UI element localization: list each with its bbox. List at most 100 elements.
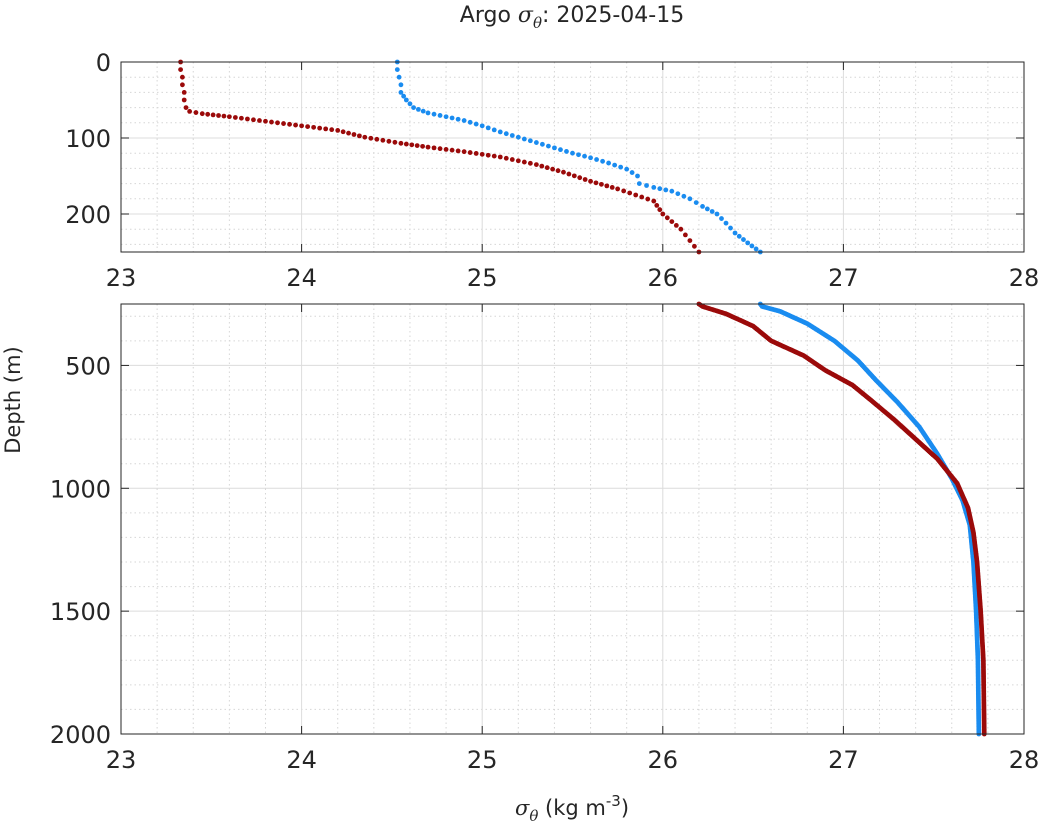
series-1-point	[594, 157, 599, 162]
series-1-point	[411, 105, 416, 110]
series-1-point	[663, 187, 669, 193]
series-2-point	[356, 133, 362, 139]
series-2-point	[473, 151, 479, 156]
series-2-point	[275, 120, 280, 126]
series-1-point	[527, 138, 533, 144]
series-2-point	[627, 190, 633, 196]
series-2-point	[299, 123, 304, 129]
series-1-point	[407, 101, 413, 107]
series-2-point	[414, 143, 420, 149]
xlabel-subscript: θ	[529, 807, 538, 825]
series-2-point	[287, 121, 292, 127]
series-2-point	[687, 238, 693, 244]
series-2-point	[571, 173, 577, 179]
series-1-point	[515, 134, 521, 140]
series-2-point	[521, 159, 527, 165]
series-2-point	[239, 115, 244, 121]
series-1-point	[636, 181, 642, 187]
x-tick-label: 24	[286, 264, 317, 292]
series-1-point	[675, 191, 681, 197]
series-2-point	[293, 122, 298, 128]
series-1-point	[394, 67, 400, 72]
series-1-point	[600, 158, 605, 164]
series-2-point	[178, 67, 183, 72]
series-2-point	[431, 145, 437, 151]
series-2-point	[311, 124, 317, 130]
series-2-point	[398, 140, 404, 146]
lower-plot-area	[121, 304, 1024, 734]
upper-plot-area	[121, 62, 1024, 252]
series-2-point	[673, 223, 679, 228]
series-1-point	[749, 243, 755, 249]
series-1-point	[420, 108, 426, 114]
series-2-point	[533, 162, 539, 168]
series-2-point	[539, 163, 545, 169]
series-2-point	[645, 196, 651, 202]
series-2-point	[386, 138, 392, 144]
series-2-point	[443, 147, 449, 152]
series-2-point	[515, 158, 521, 164]
xlabel-superscript: -3	[606, 792, 621, 810]
series-1-point	[509, 133, 515, 138]
series-2-point	[651, 198, 657, 204]
series-2-point	[577, 175, 583, 181]
series-2-point	[621, 188, 627, 194]
series-1-point	[736, 233, 742, 239]
y-tick-label: 200	[65, 201, 111, 229]
series-2-point	[449, 147, 455, 153]
series-2-point	[660, 211, 666, 217]
series-2-point	[420, 143, 426, 149]
series-1-point	[723, 220, 729, 226]
series-2-point	[615, 186, 621, 192]
series-2-point	[588, 178, 593, 184]
series-1-point	[431, 111, 437, 117]
series-2-point	[251, 117, 256, 123]
series-1-point	[497, 129, 503, 135]
series-2-point	[183, 105, 189, 110]
series-1-point	[443, 114, 449, 120]
series-1-point	[588, 155, 593, 161]
x-tick-label: 25	[467, 746, 498, 774]
series-1-point	[635, 173, 640, 179]
series-1-point	[503, 131, 509, 137]
series-2-point	[555, 168, 561, 174]
series-2-point	[180, 74, 185, 80]
series-1-point	[533, 140, 539, 145]
lower-axes-box	[120, 303, 1025, 735]
series-2-point	[437, 146, 443, 152]
y-tick-label: 500	[65, 352, 111, 380]
series-2-point	[669, 219, 675, 225]
x-tick-label: 26	[648, 746, 679, 774]
series-2-point	[527, 160, 533, 166]
series-1-point	[582, 153, 587, 159]
series-1-point	[669, 188, 675, 194]
series-2-point	[509, 157, 515, 162]
series-2-point	[461, 149, 467, 155]
upper-panel: 23 24 25 26 27 28 0 100 200	[65, 49, 1039, 292]
series-1-point	[564, 149, 569, 154]
series-2-point	[335, 127, 341, 133]
series-2-point	[193, 110, 199, 115]
series-1-point	[657, 186, 663, 192]
series-1-point	[467, 119, 473, 125]
chart-title: Argo σθ: 2025-04-15	[460, 3, 684, 32]
series-2-point	[368, 135, 374, 141]
series-2-point	[664, 215, 670, 221]
series-2-point	[425, 144, 431, 150]
x-tick-label: 24	[286, 746, 317, 774]
series-1-point	[618, 164, 624, 170]
title-prefix: Argo	[460, 3, 518, 28]
series-1-point	[651, 185, 657, 190]
series-1-point	[644, 183, 649, 188]
series-2-point	[593, 180, 599, 186]
series-2-point	[323, 126, 329, 132]
series-2-point	[221, 113, 227, 119]
series-1-point	[687, 196, 693, 202]
series-1-point	[624, 166, 630, 172]
series-2-point	[317, 125, 323, 131]
series-1-point	[491, 127, 497, 133]
series-1-point	[745, 240, 751, 246]
series-2-point	[362, 134, 368, 140]
y-tick-label: 1500	[50, 598, 111, 626]
